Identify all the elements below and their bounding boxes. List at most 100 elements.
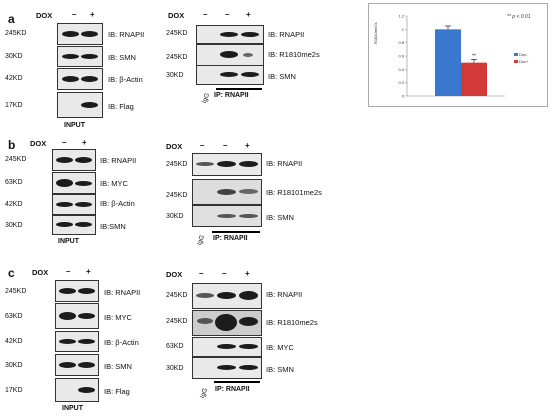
chart-y-tick-label: 0.6 xyxy=(398,54,404,59)
western-blot-band xyxy=(57,92,103,118)
ib-label: IB: Flag xyxy=(108,102,134,111)
western-blot-band xyxy=(52,149,96,171)
dox-label: DOX xyxy=(166,142,183,151)
mw-label: 30KD xyxy=(166,72,184,79)
western-blot-band xyxy=(192,283,262,309)
ip-caption: IP: RNAPII xyxy=(213,235,248,242)
ip-bracket-line xyxy=(212,231,260,233)
ib-label: IB: RNAPII xyxy=(108,30,145,39)
mw-label: 42KD xyxy=(5,338,23,345)
chart-legend-item: Dox- xyxy=(514,52,527,57)
chart-legend-item: Dox+ xyxy=(514,59,528,64)
ip-caption: IP: RNAPII xyxy=(214,92,249,99)
ib-label: IB: RNAPII xyxy=(104,288,141,297)
chart-y-tick-label: 0.2 xyxy=(398,80,404,85)
chart-bar xyxy=(435,29,461,96)
ib-label: IB: SMN xyxy=(268,72,296,81)
input-caption: INPUT xyxy=(58,238,79,245)
input-caption: INPUT xyxy=(62,405,83,412)
mw-label: 245KD xyxy=(166,161,188,168)
dox-sign: + xyxy=(90,10,95,19)
ib-label: IB: SMN xyxy=(104,362,132,371)
mw-label: 17KD xyxy=(5,102,23,109)
dox-sign: – xyxy=(72,10,77,19)
input-caption: INPUT xyxy=(64,122,85,129)
western-blot-band xyxy=(55,354,99,376)
mw-label: 245KD xyxy=(5,288,27,295)
ib-label: IB: β-Actin xyxy=(108,75,143,84)
ib-label: IB: Flag xyxy=(104,387,130,396)
ib-label: IB: R18101me2s xyxy=(266,188,322,197)
ib-label: IB: SMN xyxy=(108,53,136,62)
ib-label: IB: β-Actin xyxy=(104,338,139,347)
mw-label: 245KD xyxy=(166,192,188,199)
ib-label: IB: RNAPII xyxy=(268,30,305,39)
mw-label: 245KD xyxy=(5,30,27,37)
dox-sign: + xyxy=(246,10,251,19)
chart-y-axis-label: R1810me2s xyxy=(373,22,378,44)
mw-label: 63KD xyxy=(166,343,184,350)
mw-label: 63KD xyxy=(5,179,23,186)
ib-label: IB: RNAPII xyxy=(100,156,137,165)
panel-label-b: b xyxy=(8,138,16,152)
dox-sign: – xyxy=(225,10,230,19)
dox-label: DOX xyxy=(30,139,47,148)
ib-label: IB: R1810me2s xyxy=(268,50,320,59)
dox-sign: – xyxy=(203,10,208,19)
mw-label: 245KD xyxy=(166,318,188,325)
mw-label: 42KD xyxy=(5,201,23,208)
ib-label: IB: RNAPII xyxy=(266,290,303,299)
western-blot-band xyxy=(57,23,103,45)
western-blot-band xyxy=(192,179,262,205)
mw-label: 245KD xyxy=(166,54,188,61)
dox-sign: – xyxy=(223,141,228,150)
western-blot-band xyxy=(57,68,103,90)
dox-sign: – xyxy=(62,138,67,147)
ib-label: IB: RNAPII xyxy=(266,159,303,168)
western-blot-band xyxy=(196,65,264,85)
ib-label: IB: MYC xyxy=(104,313,132,322)
ib-label: IB:SMN xyxy=(100,222,126,231)
mw-label: 245KD xyxy=(166,30,188,37)
panel-label-c: c xyxy=(8,266,15,280)
significance-note: ** p < 0.01 xyxy=(507,14,531,20)
dox-sign: + xyxy=(245,269,250,278)
western-blot-band xyxy=(192,337,262,357)
western-blot-band xyxy=(52,215,96,235)
mw-label: 30KD xyxy=(166,365,184,372)
mw-label: 30KD xyxy=(166,213,184,220)
western-blot-band xyxy=(52,194,96,215)
western-blot-band xyxy=(196,44,264,66)
ib-label: IB: R1810me2s xyxy=(266,318,318,327)
chart-y-tick-label: 0 xyxy=(402,94,405,99)
western-blot-band xyxy=(192,153,262,176)
dox-sign: – xyxy=(66,267,71,276)
dox-label: DOX xyxy=(166,270,183,279)
dox-label: DOX xyxy=(32,268,49,277)
dox-sign: + xyxy=(86,267,91,276)
chart-y-tick-label: 0.4 xyxy=(398,67,404,72)
western-blot-band xyxy=(55,378,99,402)
panel-label-a: a xyxy=(8,12,15,26)
western-blot-band xyxy=(192,205,262,227)
mw-label: 42KD xyxy=(5,75,23,82)
ib-label: IB: SMN xyxy=(266,365,294,374)
dox-sign: + xyxy=(82,138,87,147)
dox-sign: – xyxy=(200,141,205,150)
ib-label: IB: β-Actin xyxy=(100,199,135,208)
mw-label: 30KD xyxy=(5,53,23,60)
bar-chart: 0 0.2 0.4 0.6 0.8 1 1.2 ** R1810me2s ** p < 0.0… xyxy=(368,3,548,107)
western-blot-band xyxy=(55,280,99,302)
dox-label: DOX xyxy=(36,11,53,20)
igg-label: IgG xyxy=(201,92,212,105)
ib-label: IB: MYC xyxy=(100,179,128,188)
mw-label: 245KD xyxy=(166,292,188,299)
western-blot-band xyxy=(196,25,264,44)
mw-label: 63KD xyxy=(5,313,23,320)
western-blot-band xyxy=(52,172,96,194)
mw-label: 245KD xyxy=(5,156,27,163)
dox-sign: + xyxy=(245,141,250,150)
ip-bracket-line xyxy=(216,88,262,90)
chart-annotation: ** xyxy=(472,53,476,59)
ib-label: IB: SMN xyxy=(266,213,294,222)
